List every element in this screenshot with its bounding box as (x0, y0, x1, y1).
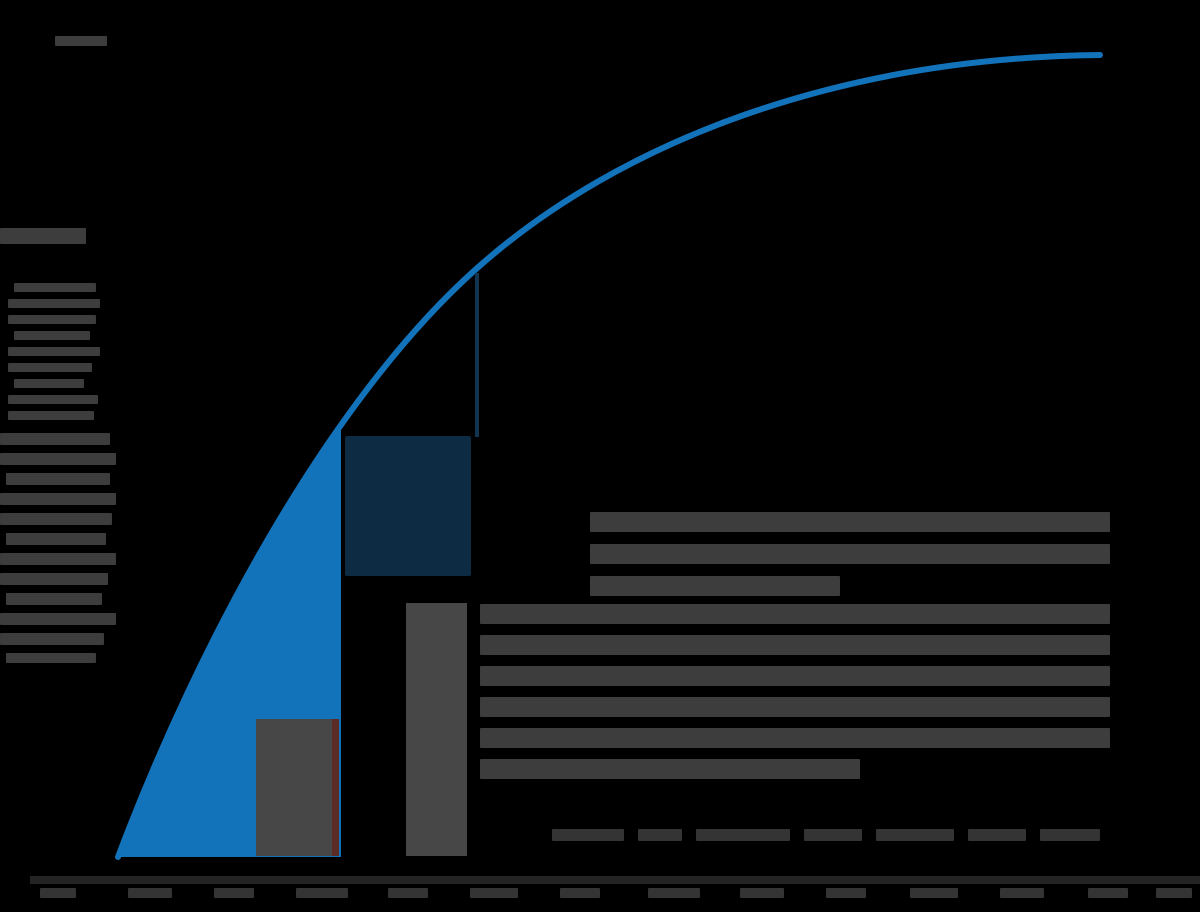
text-line (8, 315, 96, 324)
y-axis-tick-label-top (55, 36, 107, 46)
text-line (590, 512, 1110, 532)
text-line (480, 728, 1110, 748)
text-line (14, 331, 90, 340)
text-line (8, 395, 98, 404)
tick-label (648, 888, 700, 898)
text-word (876, 829, 954, 841)
growth-curve (115, 52, 1103, 860)
text-line (480, 604, 1110, 624)
text-line (590, 544, 1110, 564)
tick-label (826, 888, 866, 898)
text-line (8, 411, 94, 420)
text-line (6, 533, 106, 545)
text-line (0, 453, 116, 465)
tick-label (214, 888, 254, 898)
text-line (8, 347, 100, 356)
tick-label (128, 888, 172, 898)
text-word (552, 829, 624, 841)
text-line (6, 593, 102, 605)
text-line (0, 433, 110, 445)
tick-label (560, 888, 600, 898)
y-axis-label-mid (0, 228, 86, 244)
text-line (8, 363, 92, 372)
tick-label (388, 888, 428, 898)
tick-label (1156, 888, 1192, 898)
text-word (638, 829, 682, 841)
text-line (14, 379, 84, 388)
text-line (0, 513, 112, 525)
tick-label (470, 888, 518, 898)
text-word (696, 829, 790, 841)
text-line (480, 759, 860, 779)
x-axis-line (30, 876, 1200, 884)
text-line (0, 613, 116, 625)
text-line (8, 299, 100, 308)
accent-bar-red (332, 719, 339, 856)
tick-label (910, 888, 958, 898)
text-line (6, 473, 110, 485)
tick-label (1088, 888, 1128, 898)
tick-label (296, 888, 348, 898)
text-line (0, 493, 116, 505)
text-line (6, 653, 96, 663)
text-line (590, 576, 840, 596)
tick-label (1000, 888, 1044, 898)
text-line (0, 553, 116, 565)
text-word (968, 829, 1026, 841)
text-line (14, 283, 96, 292)
tick-label (740, 888, 784, 898)
text-line (480, 666, 1110, 686)
text-word (804, 829, 862, 841)
bar-small (256, 719, 332, 856)
tick-label (40, 888, 76, 898)
text-word (1040, 829, 1100, 841)
text-line (0, 573, 108, 585)
highlight-box (345, 436, 471, 576)
text-line (480, 635, 1110, 655)
text-line (480, 697, 1110, 717)
bar-tall (406, 603, 467, 856)
text-line (0, 633, 104, 645)
